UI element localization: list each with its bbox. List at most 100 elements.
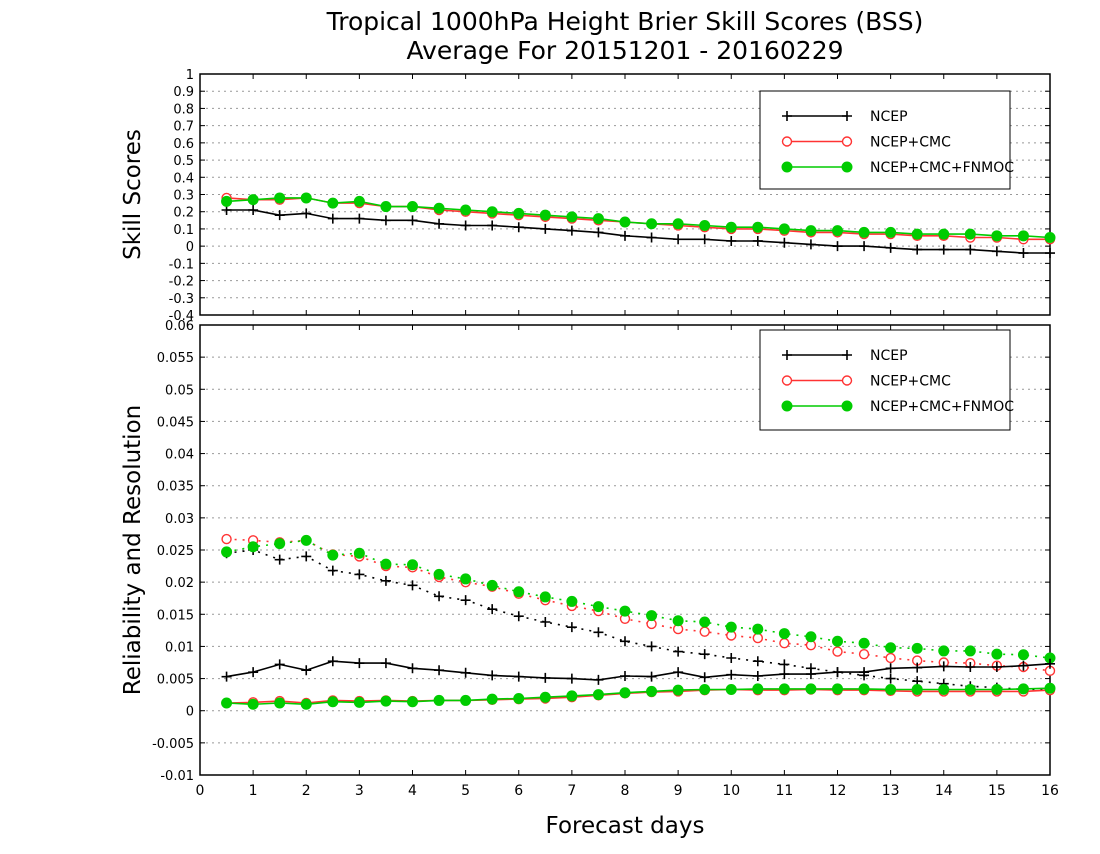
data-point bbox=[911, 228, 923, 240]
data-point bbox=[221, 697, 233, 709]
legend-label: NCEP bbox=[870, 348, 908, 364]
data-point bbox=[832, 241, 843, 252]
data-point bbox=[938, 661, 949, 672]
data-point bbox=[699, 234, 710, 245]
y-tick-label: -0.3 bbox=[169, 292, 194, 307]
data-point bbox=[912, 244, 923, 255]
data-point bbox=[300, 192, 312, 204]
data-point bbox=[434, 591, 445, 602]
data-point bbox=[433, 202, 445, 214]
data-point bbox=[513, 693, 525, 704]
data-point bbox=[513, 222, 524, 233]
data-point bbox=[274, 554, 285, 565]
data-point bbox=[725, 221, 737, 233]
data-point bbox=[779, 669, 790, 680]
data-point bbox=[752, 623, 764, 635]
data-point bbox=[1045, 248, 1055, 259]
legend-label: NCEP+CMC+FNMOC bbox=[870, 160, 1014, 176]
data-point bbox=[407, 663, 418, 674]
data-point bbox=[752, 221, 764, 233]
x-tick-label: 15 bbox=[988, 783, 1006, 799]
data-point bbox=[460, 204, 472, 216]
legend-marker bbox=[781, 161, 793, 173]
data-point bbox=[487, 220, 498, 231]
data-point bbox=[805, 683, 817, 695]
y-tick-label: 0.045 bbox=[157, 415, 194, 430]
data-point bbox=[885, 652, 896, 664]
data-point bbox=[858, 648, 870, 660]
y-axis-label: Reliability and Resolution bbox=[120, 405, 146, 695]
data-point bbox=[486, 579, 498, 591]
data-point bbox=[726, 653, 737, 663]
data-point bbox=[885, 663, 896, 674]
data-point bbox=[646, 610, 658, 622]
data-point bbox=[805, 239, 816, 250]
data-point bbox=[539, 691, 551, 703]
x-tick-label: 14 bbox=[935, 783, 953, 799]
data-point bbox=[964, 228, 976, 240]
y-tick-label: 0.3 bbox=[173, 189, 194, 204]
data-point bbox=[779, 237, 790, 248]
data-point bbox=[911, 642, 923, 654]
legend-marker bbox=[842, 111, 852, 121]
data-point bbox=[938, 684, 950, 695]
data-point bbox=[327, 656, 338, 667]
x-tick-label: 2 bbox=[302, 783, 311, 799]
data-point bbox=[620, 671, 630, 681]
data-point bbox=[885, 673, 896, 684]
data-point bbox=[593, 227, 604, 238]
data-point bbox=[274, 697, 286, 709]
data-point bbox=[1017, 230, 1029, 242]
data-point bbox=[964, 684, 976, 695]
data-point bbox=[566, 673, 577, 684]
data-point bbox=[752, 671, 763, 681]
y-tick-label: 0.1 bbox=[173, 223, 194, 238]
data-point bbox=[752, 683, 764, 695]
legend-marker bbox=[841, 400, 853, 412]
y-tick-label: 1 bbox=[186, 68, 194, 83]
data-point bbox=[673, 234, 684, 245]
data-point bbox=[805, 225, 817, 237]
y-tick-label: -0.005 bbox=[152, 737, 194, 752]
data-point bbox=[991, 648, 1003, 660]
legend: NCEP NCEP+CMC NCEP+CMC+FNMOC bbox=[759, 90, 1014, 190]
y-tick-label: 0.035 bbox=[157, 480, 194, 495]
data-point bbox=[247, 194, 259, 206]
data-point bbox=[460, 573, 472, 585]
data-point bbox=[539, 591, 551, 603]
legend-marker bbox=[782, 111, 792, 121]
legend-marker bbox=[841, 161, 853, 173]
data-point bbox=[699, 649, 710, 660]
data-point bbox=[380, 201, 392, 213]
data-point bbox=[327, 696, 339, 708]
data-point bbox=[380, 658, 391, 669]
y-tick-label: 0.02 bbox=[165, 576, 194, 591]
data-point bbox=[407, 201, 418, 213]
data-point bbox=[380, 695, 392, 707]
legend-marker bbox=[842, 350, 852, 360]
data-point bbox=[274, 538, 286, 550]
data-point bbox=[1018, 248, 1029, 259]
data-point bbox=[513, 611, 524, 622]
data-point bbox=[1017, 649, 1029, 661]
x-tick-label: 6 bbox=[514, 783, 523, 799]
plot-frame bbox=[199, 73, 1051, 316]
x-tick-label: 13 bbox=[882, 783, 900, 799]
data-point bbox=[938, 228, 950, 240]
data-point bbox=[964, 645, 976, 657]
data-point bbox=[646, 641, 657, 652]
y-tick-label: 0.015 bbox=[157, 608, 194, 623]
y-tick-label: -0.4 bbox=[169, 309, 194, 324]
series-line bbox=[226, 538, 1051, 672]
data-point bbox=[859, 241, 870, 252]
x-axis-label: Forecast days bbox=[546, 813, 705, 839]
legend: NCEP NCEP+CMC NCEP+CMC+FNMOC bbox=[759, 329, 1014, 431]
legend-box bbox=[759, 90, 1011, 190]
data-point bbox=[513, 671, 524, 682]
data-point bbox=[699, 626, 710, 637]
data-point bbox=[566, 595, 578, 607]
x-tick-label: 8 bbox=[621, 783, 630, 799]
data-point bbox=[699, 219, 711, 231]
data-point bbox=[353, 696, 365, 708]
